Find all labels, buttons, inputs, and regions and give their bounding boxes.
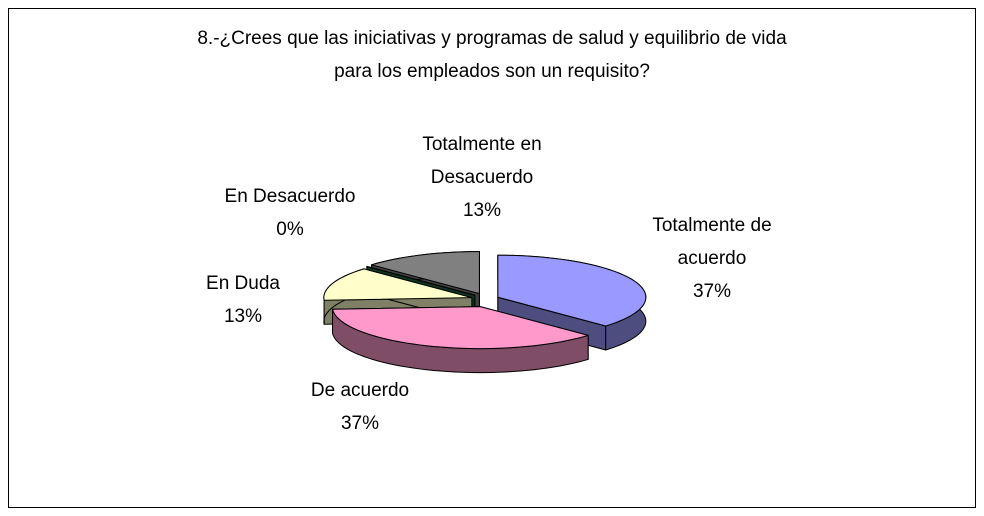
- pie-slice: [323, 268, 473, 301]
- pie-slice: [366, 265, 476, 296]
- percent-label: 0%: [276, 219, 304, 240]
- data-label: En Duda 13%: [183, 267, 303, 333]
- data-label: De acuerdo 37%: [270, 374, 450, 440]
- data-label: Totalmente de acuerdo 37%: [627, 209, 797, 308]
- title-line: 8.-¿Crees que las iniciativas y programa…: [197, 28, 787, 49]
- category-label: Totalmente de acuerdo: [652, 215, 772, 269]
- percent-label: 13%: [462, 200, 502, 221]
- pie-slice: [497, 254, 647, 327]
- percent-label: 13%: [223, 306, 263, 327]
- data-label: En Desacuerdo 0%: [200, 180, 380, 246]
- chart-title: 8.-¿Crees que las iniciativas y programa…: [0, 22, 984, 88]
- title-line: para los empleados son un requisito?: [334, 61, 650, 82]
- percent-label: 37%: [692, 281, 732, 302]
- category-label: Totalmente en Desacuerdo: [422, 134, 542, 188]
- pie-slice: [371, 251, 480, 295]
- pie-slice: [332, 306, 589, 350]
- chart-border: [8, 8, 976, 508]
- category-label: De acuerdo: [310, 380, 410, 401]
- data-label: Totalmente en Desacuerdo 13%: [397, 128, 567, 227]
- percent-label: 37%: [340, 413, 380, 434]
- category-label: En Desacuerdo: [224, 186, 356, 207]
- category-label: En Duda: [206, 273, 280, 294]
